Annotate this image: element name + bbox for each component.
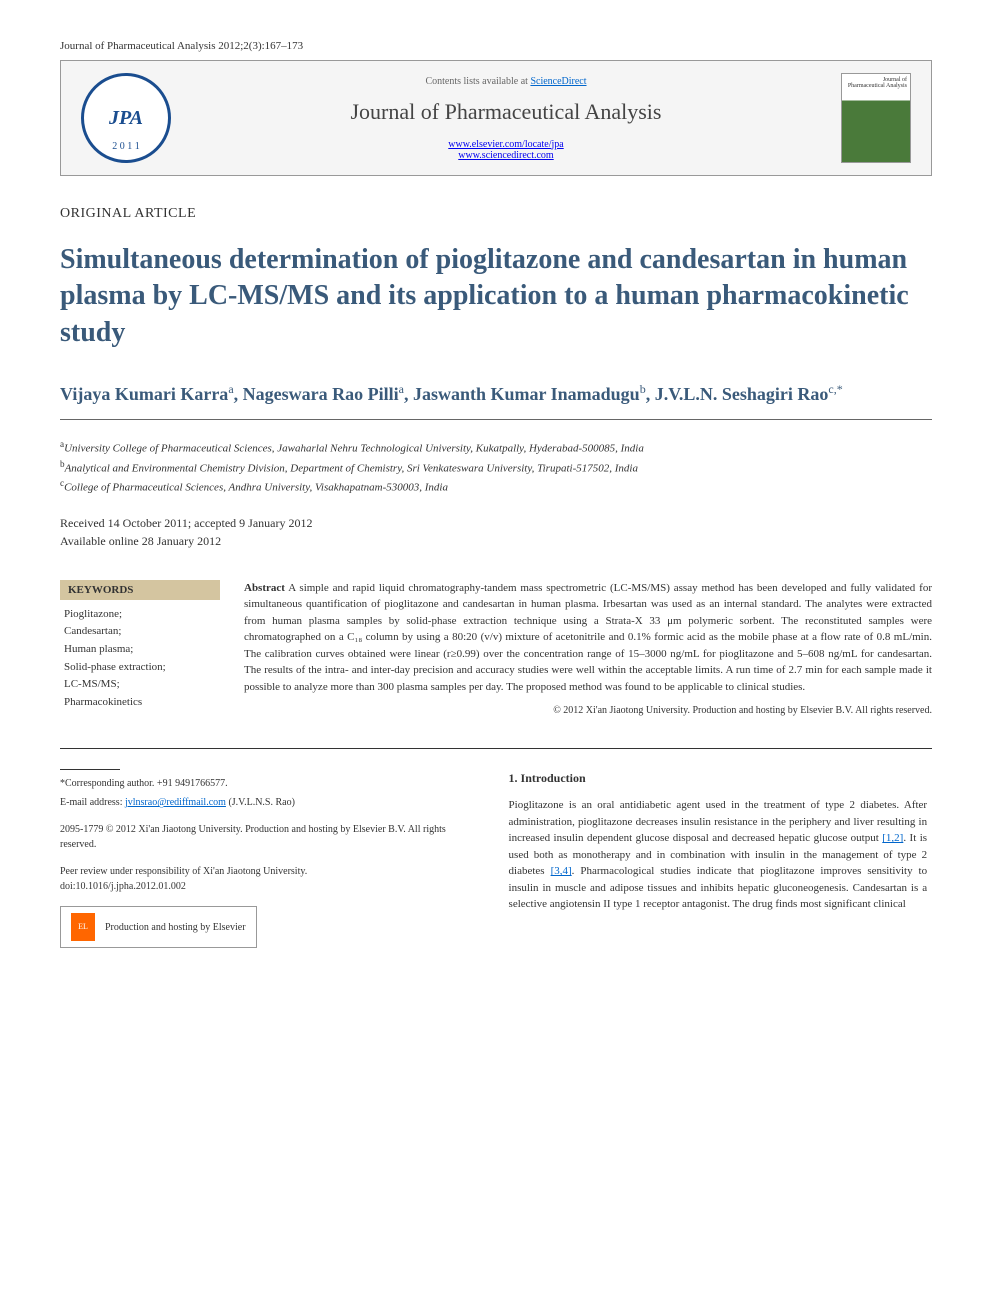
ref-link[interactable]: [3,4] <box>551 865 572 877</box>
corresponding-author: *Corresponding author. +91 9491766577. <box>60 776 479 791</box>
two-column-section: *Corresponding author. +91 9491766577. E… <box>60 769 932 948</box>
bottom-divider <box>60 748 932 749</box>
email-line: E-mail address: jvlnsrao@rediffmail.com … <box>60 795 479 810</box>
authors: Vijaya Kumari Karraa, Nageswara Rao Pill… <box>60 381 932 407</box>
footnote-divider <box>60 769 120 770</box>
keywords-box: KEYWORDS Pioglitazone;Candesartan;Human … <box>60 580 220 719</box>
elsevier-text: Production and hosting by Elsevier <box>105 920 246 935</box>
keywords-list: Pioglitazone;Candesartan;Human plasma;So… <box>60 606 220 712</box>
email-address[interactable]: jvlnsrao@rediffmail.com <box>125 797 226 808</box>
elsevier-box: EL Production and hosting by Elsevier <box>60 906 257 948</box>
dates-block: Received 14 October 2011; accepted 9 Jan… <box>60 514 932 550</box>
journal-link-2[interactable]: www.sciencedirect.com <box>458 150 553 161</box>
sciencedirect-link[interactable]: ScienceDirect <box>530 76 586 87</box>
journal-logo: JPA 2 0 1 1 <box>81 73 171 163</box>
journal-name: Journal of Pharmaceutical Analysis <box>191 99 821 125</box>
email-label: E-mail address: <box>60 797 125 808</box>
cover-title: Journal of Pharmaceutical Analysis <box>845 77 907 89</box>
ref-link[interactable]: [1,2] <box>882 832 903 844</box>
author-divider <box>60 419 932 420</box>
article-type: ORIGINAL ARTICLE <box>60 206 932 222</box>
doi: doi:10.1016/j.jpha.2012.01.002 <box>60 881 186 892</box>
introduction-text: Pioglitazone is an oral antidiabetic age… <box>509 797 928 913</box>
journal-center: Contents lists available at ScienceDirec… <box>191 76 821 161</box>
journal-links: www.elsevier.com/locate/jpa www.scienced… <box>191 139 821 161</box>
journal-link-1[interactable]: www.elsevier.com/locate/jpa <box>448 139 563 150</box>
abstract-copyright: © 2012 Xi'an Jiaotong University. Produc… <box>244 703 932 718</box>
peer-review: Peer review under responsibility of Xi'a… <box>60 864 479 894</box>
introduction-heading: 1. Introduction <box>509 769 928 787</box>
affiliation-c: cCollege of Pharmaceutical Sciences, And… <box>60 477 932 496</box>
journal-cover-thumbnail: Journal of Pharmaceutical Analysis <box>841 73 911 163</box>
article-title: Simultaneous determination of pioglitazo… <box>60 242 932 351</box>
online-date: Available online 28 January 2012 <box>60 532 932 550</box>
abstract-text: Abstract A simple and rapid liquid chrom… <box>244 580 932 719</box>
email-name: (J.V.L.N.S. Rao) <box>226 797 295 808</box>
keywords-title: KEYWORDS <box>60 580 220 600</box>
received-date: Received 14 October 2011; accepted 9 Jan… <box>60 514 932 532</box>
affiliation-a: aUniversity College of Pharmaceutical Sc… <box>60 438 932 457</box>
contents-prefix: Contents lists available at <box>425 76 530 87</box>
left-column: *Corresponding author. +91 9491766577. E… <box>60 769 479 948</box>
logo-year: 2 0 1 1 <box>112 141 140 152</box>
elsevier-logo-icon: EL <box>71 913 95 941</box>
abstract-label: Abstract <box>244 582 285 594</box>
header-citation: Journal of Pharmaceutical Analysis 2012;… <box>60 40 932 52</box>
logo-text: JPA <box>109 107 143 130</box>
abstract-body: A simple and rapid liquid chromatography… <box>244 582 932 693</box>
page-container: Journal of Pharmaceutical Analysis 2012;… <box>0 0 992 988</box>
journal-header: JPA 2 0 1 1 Contents lists available at … <box>60 60 932 176</box>
issn-block: 2095-1779 © 2012 Xi'an Jiaotong Universi… <box>60 822 479 852</box>
abstract-section: KEYWORDS Pioglitazone;Candesartan;Human … <box>60 580 932 719</box>
contents-line: Contents lists available at ScienceDirec… <box>191 76 821 87</box>
right-column: 1. Introduction Pioglitazone is an oral … <box>509 769 928 948</box>
affiliation-b: bAnalytical and Environmental Chemistry … <box>60 458 932 477</box>
affiliations: aUniversity College of Pharmaceutical Sc… <box>60 438 932 495</box>
